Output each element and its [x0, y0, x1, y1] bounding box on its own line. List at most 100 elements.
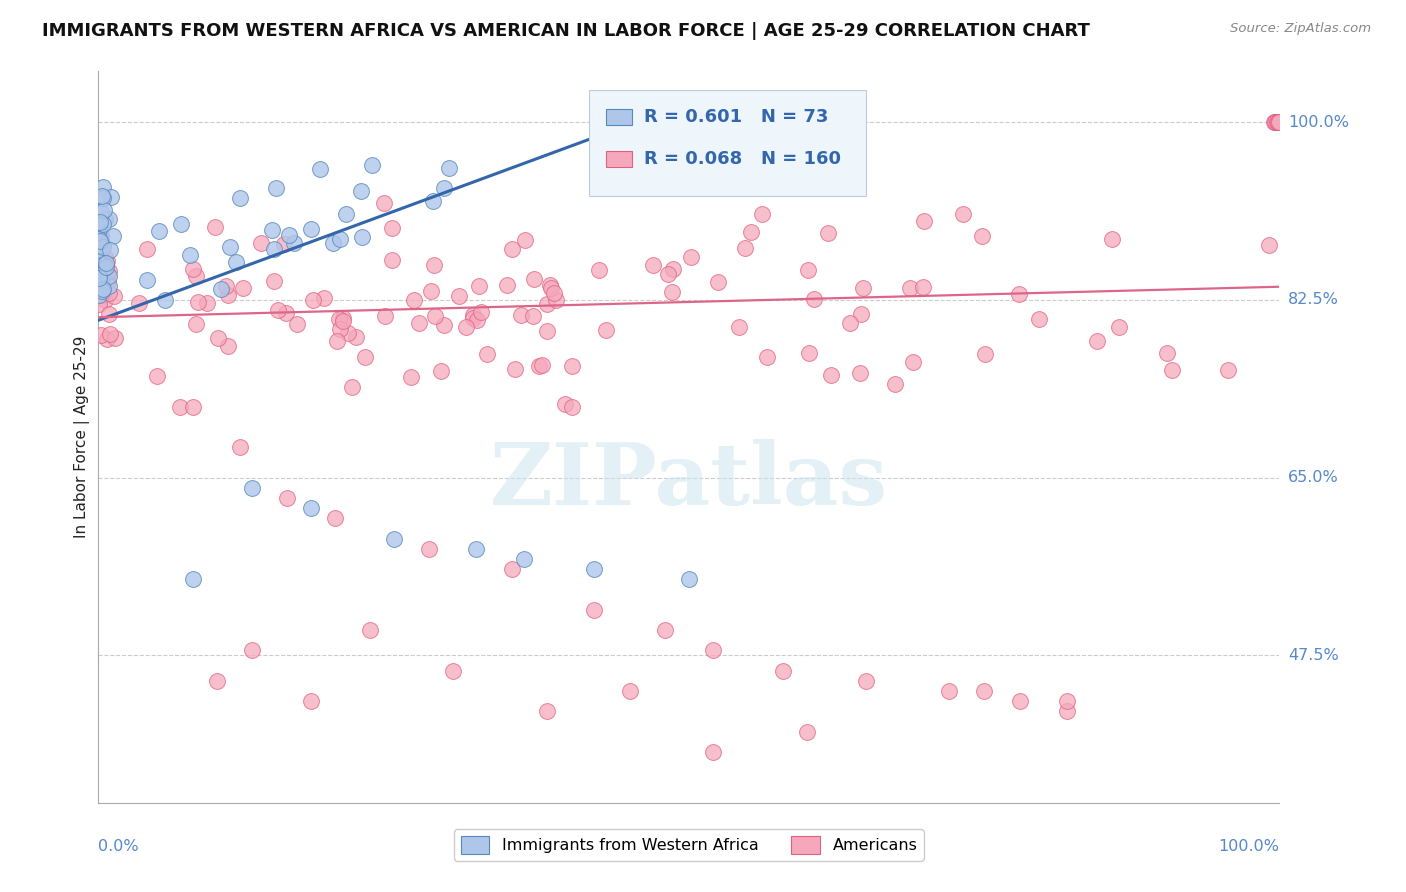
Point — [89, 286, 111, 301]
Point — [734, 241, 756, 255]
Point — [87, 254, 110, 268]
Point — [263, 274, 285, 288]
Point — [93, 203, 115, 218]
Point — [97, 269, 120, 284]
Point — [170, 217, 193, 231]
Point — [740, 225, 762, 239]
Point — [187, 295, 209, 310]
Point — [90, 229, 112, 244]
Point — [544, 293, 567, 307]
Point — [855, 673, 877, 688]
Point — [530, 359, 553, 373]
Point — [883, 376, 905, 391]
Point — [1268, 115, 1291, 129]
Point — [654, 623, 676, 637]
Point — [583, 562, 606, 576]
Point — [96, 332, 118, 346]
Point — [217, 287, 239, 301]
Point — [755, 350, 778, 364]
Point — [249, 236, 271, 251]
Point — [285, 317, 308, 331]
Point — [353, 350, 375, 364]
Point — [91, 180, 114, 194]
Point — [1268, 115, 1291, 129]
Point — [87, 268, 110, 282]
Point — [817, 227, 839, 241]
Point — [852, 281, 875, 295]
Point — [97, 274, 120, 288]
Point — [433, 318, 456, 333]
Point — [373, 196, 395, 211]
Point — [1265, 115, 1288, 129]
Point — [94, 250, 117, 264]
Point — [90, 234, 112, 248]
Point — [360, 158, 382, 172]
Point — [1265, 115, 1288, 129]
Text: 65.0%: 65.0% — [1288, 470, 1339, 485]
Point — [283, 235, 305, 250]
Point — [89, 217, 111, 231]
Point — [87, 235, 110, 249]
Point — [1268, 115, 1291, 129]
Point — [536, 324, 558, 338]
Point — [433, 180, 456, 194]
Point — [90, 252, 112, 266]
Point — [274, 306, 297, 320]
Point — [914, 214, 936, 228]
Point — [352, 230, 374, 244]
Point — [418, 541, 440, 556]
Point — [98, 278, 121, 293]
Point — [911, 280, 934, 294]
Point — [204, 219, 226, 234]
Y-axis label: In Labor Force | Age 25-29: In Labor Force | Age 25-29 — [75, 336, 90, 538]
Point — [337, 326, 360, 340]
Point — [419, 284, 441, 298]
Point — [1267, 115, 1289, 129]
Point — [465, 541, 488, 556]
Point — [522, 309, 544, 323]
Point — [98, 286, 121, 301]
Point — [94, 260, 117, 274]
Point — [329, 232, 352, 246]
Point — [661, 285, 683, 299]
Point — [277, 227, 299, 242]
Point — [470, 305, 492, 319]
Point — [441, 664, 464, 678]
Point — [509, 308, 531, 322]
Point — [496, 278, 519, 293]
Point — [595, 323, 617, 337]
Point — [973, 684, 995, 698]
Point — [90, 280, 112, 294]
Text: 100.0%: 100.0% — [1288, 115, 1348, 129]
Point — [974, 346, 997, 360]
Point — [322, 235, 344, 250]
Bar — [606, 151, 633, 167]
Point — [782, 176, 804, 190]
Point — [184, 269, 207, 284]
Text: R = 0.068   N = 160: R = 0.068 N = 160 — [644, 150, 841, 168]
Point — [423, 258, 446, 272]
Point — [91, 218, 114, 232]
Point — [561, 359, 583, 373]
Point — [89, 235, 111, 249]
Point — [299, 222, 322, 236]
Point — [796, 724, 818, 739]
Point — [100, 326, 122, 341]
Point — [98, 243, 121, 257]
Point — [91, 284, 114, 298]
Point — [232, 281, 254, 295]
Point — [91, 258, 114, 272]
Point — [97, 264, 120, 278]
Point — [94, 255, 117, 269]
Point — [350, 184, 373, 198]
Point — [702, 643, 724, 657]
Point — [103, 229, 125, 244]
Point — [215, 279, 238, 293]
Point — [527, 359, 550, 373]
Point — [803, 292, 825, 306]
Point — [89, 265, 111, 279]
Point — [329, 322, 352, 336]
Point — [90, 268, 112, 283]
Point — [89, 278, 111, 293]
Point — [90, 265, 112, 279]
